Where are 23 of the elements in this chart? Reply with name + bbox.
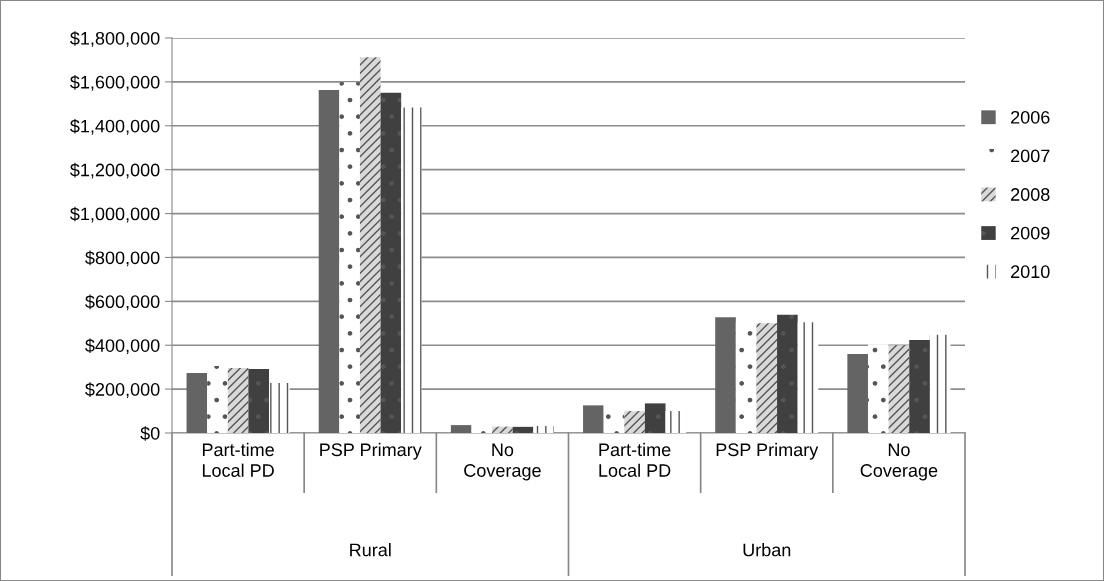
x-tick-label: PSP Primary <box>716 442 819 460</box>
y-tick-label: $1,800,000 <box>70 31 160 47</box>
legend-label: 2006 <box>1011 110 1050 124</box>
y-tick-label: $1,000,000 <box>70 206 160 223</box>
x-tick-label: PSP Primary <box>320 442 422 460</box>
legend-label: 2009 <box>1011 226 1050 240</box>
x-tick-label: No Coverage <box>860 443 938 481</box>
y-tick-label: $0 <box>140 426 160 441</box>
text: Rural <box>350 543 391 557</box>
y-tick-label: $1,400,000 <box>70 118 160 135</box>
text: Urban <box>743 543 791 557</box>
x-tick-label: Part-time Local PD <box>599 442 671 477</box>
y-tick-label: $1,600,000 <box>70 75 160 91</box>
legend-label: 2007 <box>1011 149 1050 163</box>
legend-label: 2010 <box>1011 265 1050 279</box>
x-tick-label: No Coverage <box>464 443 541 481</box>
x-tick-label: Part-time Local PD <box>202 442 274 477</box>
legend-label: 2008 <box>1011 188 1050 201</box>
y-tick-label: $800,000 <box>85 250 160 267</box>
y-tick-label: $1,200,000 <box>70 162 160 179</box>
y-tick-label: $400,000 <box>85 338 160 355</box>
y-tick-label: $200,000 <box>85 382 160 398</box>
y-tick-label: $600,000 <box>85 294 160 311</box>
